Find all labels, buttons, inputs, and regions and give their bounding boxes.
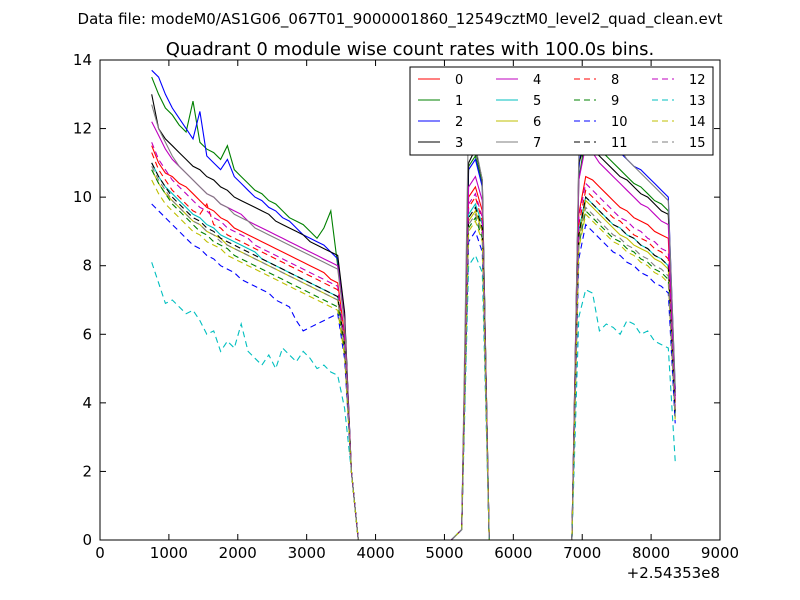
y-tick-label: 12 <box>73 120 92 138</box>
axes-frame <box>99 59 721 541</box>
legend-label-14: 14 <box>689 115 706 130</box>
series-line-12 <box>151 142 676 540</box>
legend-label-12: 12 <box>689 73 706 88</box>
legend-label-4: 4 <box>533 73 541 88</box>
x-tick-label: 9000 <box>701 544 739 562</box>
y-tick-label: 10 <box>73 188 92 206</box>
legend-label-0: 0 <box>455 73 463 88</box>
x-tick-label: 1000 <box>150 544 188 562</box>
series-line-14 <box>151 179 676 540</box>
legend-label-11: 11 <box>611 136 628 151</box>
series-line-13 <box>151 254 676 540</box>
y-tick-label: 6 <box>82 325 92 343</box>
figure-suptitle: Data file: modeM0/AS1G06_067T01_90000018… <box>78 10 723 29</box>
legend-label-13: 13 <box>689 94 706 109</box>
chart-title: Quadrant 0 module wise count rates with … <box>166 39 655 60</box>
x-tick-label: 6000 <box>494 544 532 562</box>
series-line-10 <box>151 203 676 540</box>
legend-label-1: 1 <box>455 94 463 109</box>
legend-label-3: 3 <box>455 136 463 151</box>
legend-label-6: 6 <box>533 115 541 130</box>
y-tick-label: 0 <box>82 531 92 549</box>
series-line-3 <box>151 94 676 540</box>
axes: 0 1000 2000 3000 4000 5000 6000 7000 8000 9000 0 2 4… <box>73 51 739 562</box>
x-tick-label: 7000 <box>563 544 601 562</box>
y-tick-label: 4 <box>82 394 92 412</box>
x-tick-label: 3000 <box>288 544 326 562</box>
legend-label-8: 8 <box>611 73 619 88</box>
x-tick-label: 2000 <box>219 544 257 562</box>
legend-label-5: 5 <box>533 94 541 109</box>
legend-box <box>409 66 714 156</box>
x-tick-label: 5000 <box>425 544 463 562</box>
y-tick-label: 8 <box>82 257 92 275</box>
y-tick-label: 2 <box>82 462 92 480</box>
legend-label-9: 9 <box>611 94 619 109</box>
y-tick-label: 14 <box>73 51 92 69</box>
x-tick-label: 0 <box>95 544 105 562</box>
legend-label-7: 7 <box>533 136 541 151</box>
legend-label-2: 2 <box>455 115 463 130</box>
series-line-11 <box>151 162 676 540</box>
plot-area <box>151 69 676 540</box>
legend-label-15: 15 <box>689 136 706 151</box>
legend-label-10: 10 <box>611 115 628 130</box>
x-tick-label: 4000 <box>356 544 394 562</box>
x-tick-label: 8000 <box>632 544 670 562</box>
series-line-15 <box>151 166 676 540</box>
x-axis-offset-label: +2.54353e8 <box>627 564 720 582</box>
